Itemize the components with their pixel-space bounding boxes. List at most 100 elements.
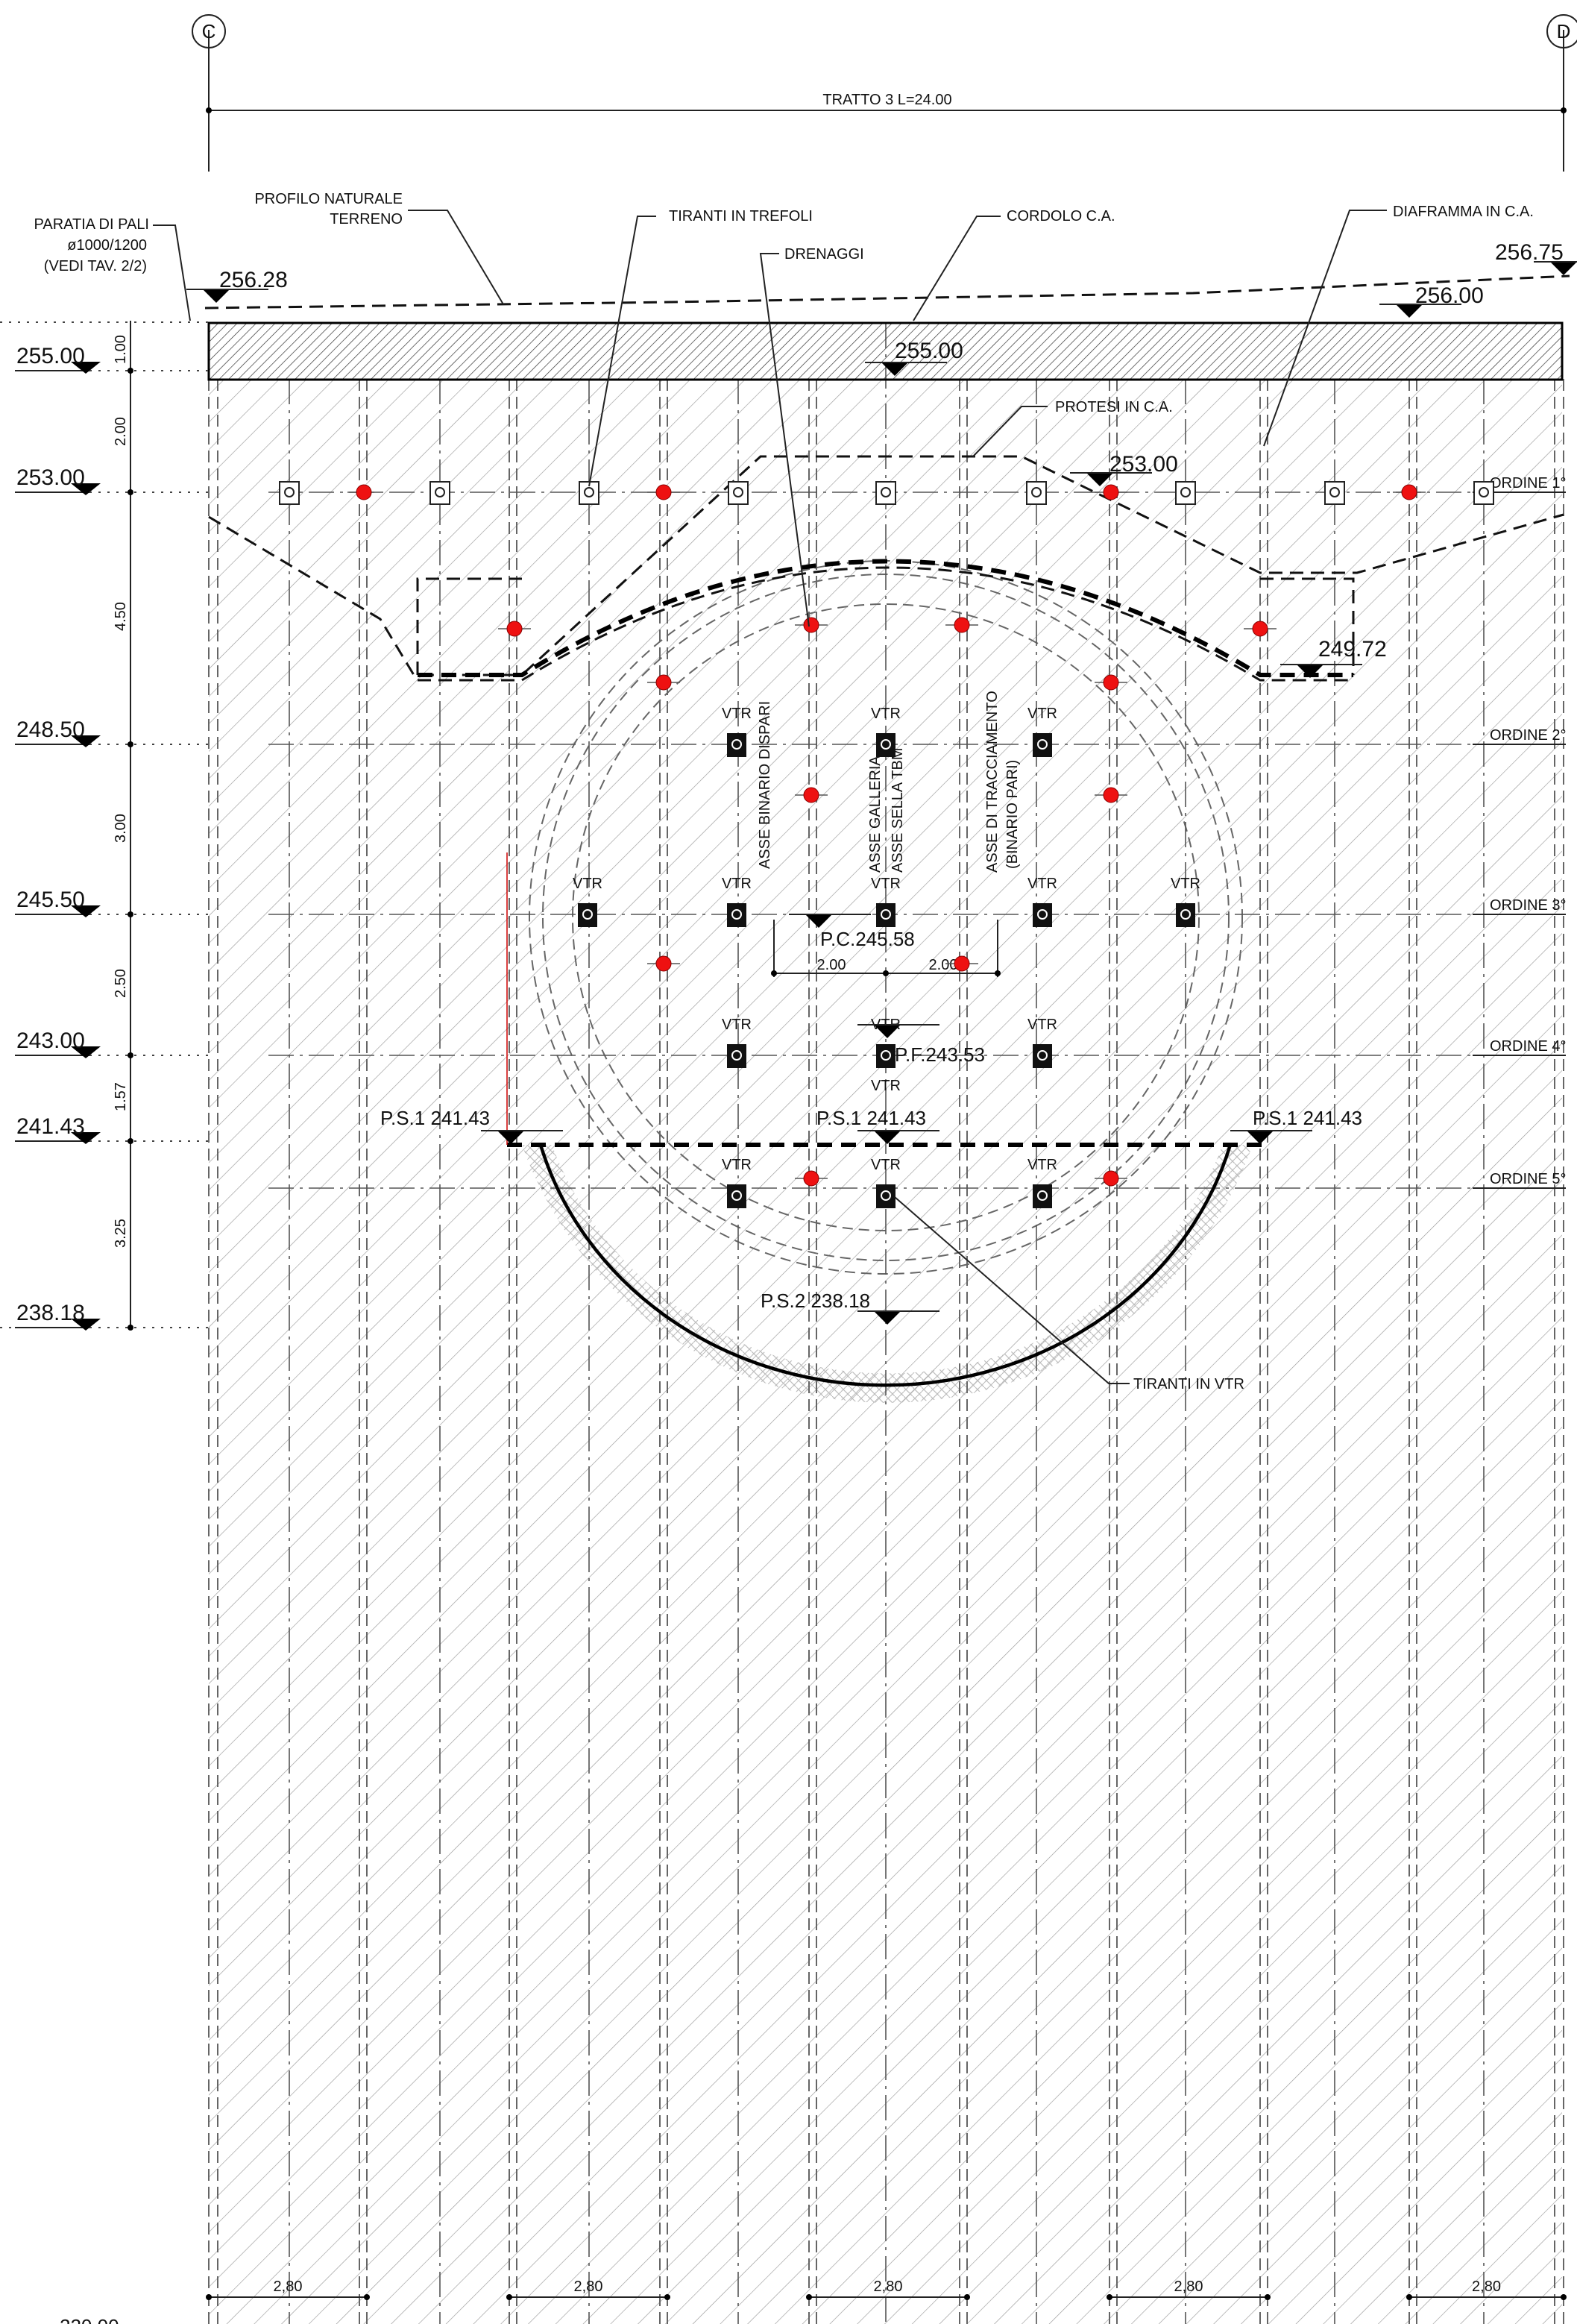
callout-protesi: PROTESI IN C.A. xyxy=(1055,399,1173,415)
left-dimension: 2.00 xyxy=(113,417,129,446)
elev-ps1-left: P.S.1 241.43 xyxy=(380,1107,490,1129)
prosthesis-outline xyxy=(208,455,1564,676)
bottom-dim-tick xyxy=(664,2294,670,2300)
elev-25500-cap: 255.00 xyxy=(895,339,963,363)
level-value: 253.00 xyxy=(16,465,85,490)
center-dim-left: 2.00 xyxy=(817,957,846,973)
left-dimension: 1.57 xyxy=(113,1082,129,1111)
drain-node xyxy=(803,1170,819,1187)
svg-text:C: C xyxy=(202,20,216,43)
left-level-marks: 255.00 253.00 248.50 245.50 243.00 241.43 238.… xyxy=(15,344,209,1331)
vtr-anchor xyxy=(876,903,895,927)
elevation-triangle xyxy=(1247,1131,1274,1144)
vtr-anchor xyxy=(727,1184,746,1208)
grid-bubble-d: D xyxy=(1546,14,1577,48)
callout-paratia-2: ø1000/1200 xyxy=(67,237,147,254)
strand-anchor-hole xyxy=(1031,487,1042,497)
callout-leaders xyxy=(153,210,1387,1384)
drain-node xyxy=(655,674,672,691)
bottom-dim-value: 2,80 xyxy=(574,2279,603,2295)
order-label: ORDINE 4° xyxy=(1490,1038,1566,1055)
vtr-label: VTR xyxy=(1027,1017,1057,1033)
bottom-dim-value: 2,80 xyxy=(1472,2279,1501,2295)
strand-anchor-hole xyxy=(1329,487,1340,497)
bottom-dim-tick xyxy=(964,2294,970,2300)
level-triangle xyxy=(71,905,101,917)
drain-node xyxy=(1252,621,1268,637)
drain-node xyxy=(954,955,970,972)
callout-tiranti-trefoli: TIRANTI IN TREFOLI xyxy=(669,208,813,224)
level-tick xyxy=(128,489,133,495)
level-triangle xyxy=(71,362,101,374)
bottom-dim-tick xyxy=(206,2294,212,2300)
level-triangle xyxy=(71,735,101,747)
elevation-triangle xyxy=(874,1025,901,1038)
bottom-dim-value: 2,80 xyxy=(874,2279,903,2295)
order-label: ORDINE 2° xyxy=(1490,727,1566,744)
callout-diaframma: DIAFRAMMA IN C.A. xyxy=(1393,204,1534,220)
level-value: 245.50 xyxy=(16,888,85,912)
elevation-triangle xyxy=(1396,304,1423,318)
drain-node xyxy=(803,617,819,633)
level-tick xyxy=(128,741,133,747)
vtr-anchor-hole xyxy=(731,1190,742,1201)
callout-paratia-1: PARATIA DI PALI xyxy=(34,216,150,233)
order-label: ORDINE 1° xyxy=(1490,475,1566,492)
vtr-anchor-hole xyxy=(1037,1190,1048,1201)
svg-text:D: D xyxy=(1557,20,1571,43)
vtr-label: VTR xyxy=(722,1017,752,1033)
vtr-anchor-hole xyxy=(731,909,742,920)
elevation-triangle xyxy=(203,289,230,303)
vtr-anchor xyxy=(1033,903,1052,927)
strand-anchor xyxy=(1026,481,1047,505)
prosthesis-box-left xyxy=(416,577,522,675)
vtr-anchor xyxy=(578,903,597,927)
center-dimension xyxy=(771,920,1001,977)
strand-anchor xyxy=(1175,481,1196,505)
vtr-anchor-hole xyxy=(1180,909,1191,920)
level-value: 248.50 xyxy=(16,717,85,742)
elevation-triangle xyxy=(1550,262,1577,275)
callout-profilo-1: PROFILO NATURALE xyxy=(254,191,403,207)
vtr-label: VTR xyxy=(871,876,901,892)
level-triangle xyxy=(71,483,101,495)
vtr-label: VTR xyxy=(871,1157,901,1173)
callout-cordolo: CORDOLO C.A. xyxy=(1007,208,1115,224)
elev-pc: P.C.245.58 xyxy=(820,928,915,950)
bottom-dim-value: 2,80 xyxy=(274,2279,303,2295)
center-dim-right: 2.00 xyxy=(929,957,958,973)
bottom-dim-tick xyxy=(806,2294,812,2300)
strand-anchors xyxy=(279,481,1494,505)
strand-anchor-hole xyxy=(584,487,594,497)
vtr-label: VTR xyxy=(722,1157,752,1173)
vtr-anchor xyxy=(727,1044,746,1068)
order-label: ORDINE 5° xyxy=(1490,1171,1566,1187)
left-dimension: 3.25 xyxy=(113,1219,129,1248)
left-dimension: 2.50 xyxy=(113,969,129,998)
elev-24972: 249.72 xyxy=(1318,637,1387,662)
bottom-dimension-chain: 2,80 2,80 2,80 2,80 2,80 xyxy=(206,2279,1567,2300)
drain-node xyxy=(1401,484,1417,500)
bottom-level: 220.00 xyxy=(60,2315,119,2324)
strand-anchor xyxy=(728,481,749,505)
left-dimension-texts: 1.00 2.00 4.50 3.00 2.50 1.57 3.25 xyxy=(113,335,129,1248)
drain-node xyxy=(655,484,672,500)
drain-nodes xyxy=(347,484,1426,1187)
invert-arc xyxy=(538,1144,1233,1387)
callout-tiranti-vtr: TIRANTI IN VTR xyxy=(1133,1376,1244,1392)
drain-node xyxy=(506,621,523,637)
elev-ps2: P.S.2 238.18 xyxy=(761,1290,870,1312)
vtr-label: VTR xyxy=(871,1078,901,1094)
elevation-marks xyxy=(186,261,1577,1325)
strand-anchor-hole xyxy=(733,487,743,497)
elevation-triangle xyxy=(497,1131,524,1144)
vtr-anchor-hole xyxy=(881,909,891,920)
strand-anchor-hole xyxy=(881,487,891,497)
axis-binario-pari: (BINARIO PARI) xyxy=(1004,760,1021,869)
vtr-anchor-hole xyxy=(1037,739,1048,750)
strand-anchor xyxy=(1324,481,1345,505)
vtr-anchor xyxy=(1033,1044,1052,1068)
vtr-anchor-hole xyxy=(731,739,742,750)
strand-anchor xyxy=(429,481,450,505)
vtr-anchor xyxy=(876,1044,895,1068)
